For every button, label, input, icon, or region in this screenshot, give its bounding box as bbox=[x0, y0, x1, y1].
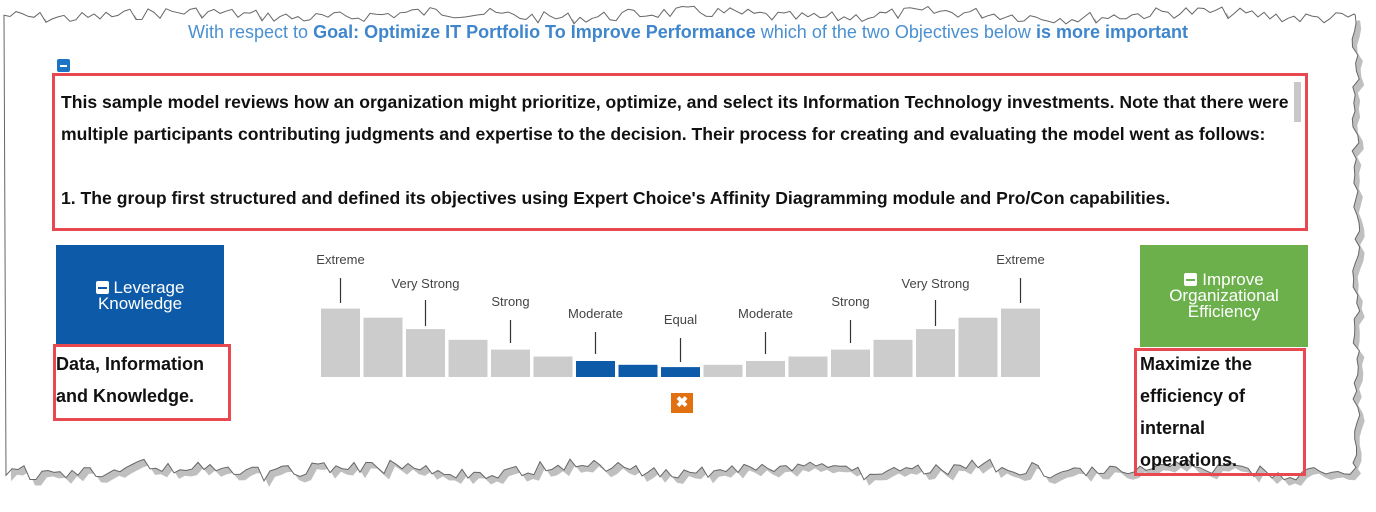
scale-label: Strong bbox=[831, 294, 869, 309]
scale-bar[interactable] bbox=[916, 329, 955, 377]
right-objective-description: Maximize the efficiency of internal oper… bbox=[1140, 348, 1300, 476]
collapse-description-button[interactable] bbox=[57, 59, 70, 72]
left-description-line: Data, Information bbox=[56, 354, 205, 374]
minus-square-icon[interactable] bbox=[1184, 273, 1198, 286]
right-objective-title-1: Improve bbox=[1202, 270, 1264, 289]
description-text: This sample model reviews how an organiz… bbox=[61, 86, 1301, 214]
scale-bar[interactable] bbox=[958, 317, 998, 377]
question-middle: which of the two Objectives below bbox=[755, 22, 1036, 42]
description-paragraph: This sample model reviews how an organiz… bbox=[61, 92, 1289, 144]
right-description-line: operations. bbox=[1140, 450, 1238, 470]
scale-label: Very Strong bbox=[902, 276, 970, 291]
scale-label: Equal bbox=[664, 312, 697, 327]
scale-label: Very Strong bbox=[392, 276, 460, 291]
left-objective-description: Data, Information and Knowledge. bbox=[56, 348, 228, 412]
scale-bar[interactable] bbox=[746, 361, 785, 377]
scale-bar[interactable] bbox=[576, 361, 615, 377]
scale-label: Strong bbox=[491, 294, 529, 309]
right-description-line: efficiency of bbox=[1140, 386, 1246, 406]
right-objective-line: Improve bbox=[1184, 270, 1264, 289]
scale-bar[interactable] bbox=[618, 364, 658, 377]
right-objective-title-3: Efficiency bbox=[1187, 302, 1261, 321]
scale-bar[interactable] bbox=[406, 329, 445, 377]
question-goal[interactable]: Goal: Optimize IT Portfolio To Improve P… bbox=[313, 22, 756, 42]
question-prefix: With respect to bbox=[188, 22, 314, 42]
scale-bar[interactable] bbox=[788, 356, 828, 378]
scale-bar[interactable] bbox=[831, 349, 870, 377]
scale-bar[interactable] bbox=[321, 308, 360, 377]
right-objective-button[interactable]: Improve Organizational Efficiency bbox=[1140, 245, 1308, 347]
scale-bar[interactable] bbox=[703, 364, 743, 377]
verbal-comparison-scale[interactable]: Extreme Very Strong Strong Moderate Equal Mod… bbox=[300, 240, 1060, 390]
scale-bar[interactable] bbox=[873, 339, 913, 377]
scale-label: Extreme bbox=[996, 252, 1044, 267]
description-panel[interactable]: This sample model reviews how an organiz… bbox=[52, 73, 1308, 231]
description-paragraph: 1. The group first structured and define… bbox=[61, 188, 1171, 208]
left-objective-title-1: Leverage bbox=[113, 278, 185, 297]
scale-bar[interactable] bbox=[661, 367, 700, 377]
scale-bar[interactable] bbox=[533, 356, 573, 378]
left-description-line: and Knowledge. bbox=[56, 386, 195, 406]
scale-label: Moderate bbox=[738, 306, 793, 321]
right-description-line: internal bbox=[1140, 418, 1206, 438]
comparison-question: With respect to Goal: Optimize IT Portfo… bbox=[0, 22, 1376, 43]
right-objective-title-2: Organizational bbox=[1169, 286, 1279, 305]
right-description-line: Maximize the bbox=[1140, 354, 1253, 374]
scale-bar[interactable] bbox=[363, 317, 403, 377]
description-scrollbar[interactable] bbox=[1294, 82, 1301, 122]
close-icon: ✖ bbox=[675, 394, 689, 411]
scale-label: Extreme bbox=[316, 252, 364, 267]
scale-bar[interactable] bbox=[448, 339, 488, 377]
left-objective-title-2: Knowledge bbox=[97, 294, 183, 313]
left-objective-line: Leverage bbox=[95, 278, 185, 297]
left-objective-button[interactable]: Leverage Knowledge bbox=[56, 245, 224, 347]
scale-label: Moderate bbox=[568, 306, 623, 321]
reset-judgment-button[interactable]: ✖ bbox=[671, 393, 693, 413]
scale-bar[interactable] bbox=[1001, 308, 1040, 377]
minus-square-icon[interactable] bbox=[95, 281, 109, 294]
scale-bar[interactable] bbox=[491, 349, 530, 377]
question-emphasis: is more important bbox=[1035, 22, 1188, 42]
